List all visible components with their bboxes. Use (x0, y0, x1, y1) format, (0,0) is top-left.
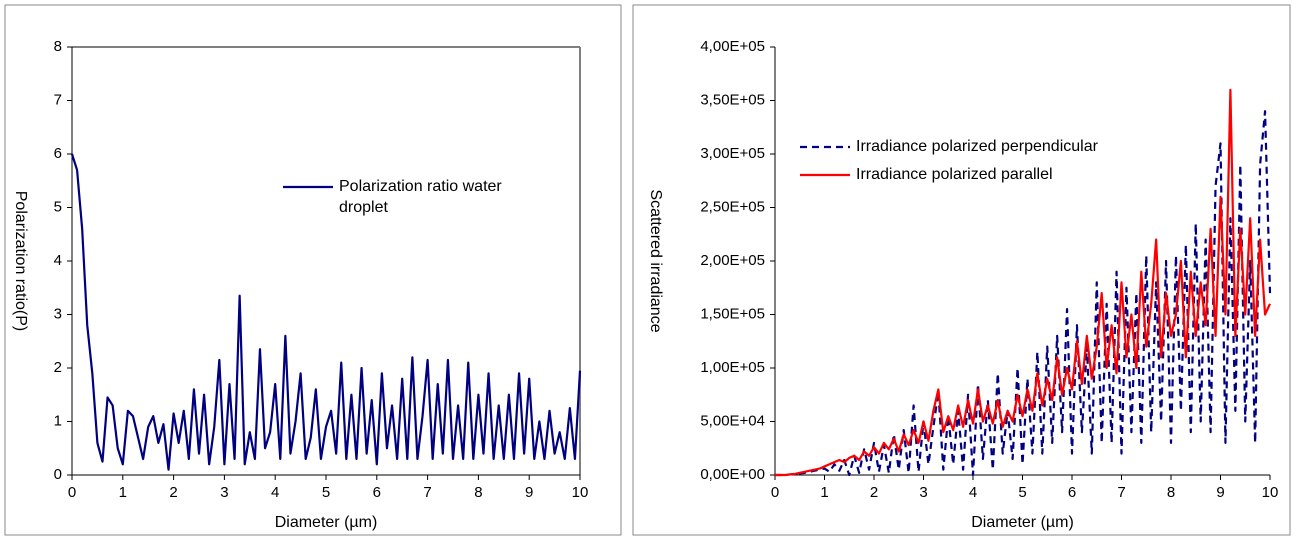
x-tick-label: 9 (1216, 484, 1224, 501)
y-tick-label: 0,00E+00 (700, 466, 765, 483)
y-tick-label: 5,00E+04 (700, 412, 765, 429)
y-tick-label: 8 (54, 38, 62, 55)
x-tick-label: 5 (322, 484, 330, 501)
x-tick-label: 8 (1167, 484, 1175, 501)
y-tick-label: 2 (54, 359, 62, 376)
x-tick-label: 1 (119, 484, 127, 501)
y-tick-label: 3 (54, 305, 62, 322)
x-tick-label: 7 (423, 484, 431, 501)
y-axis-label: Scattered irradiance (647, 189, 664, 332)
x-tick-label: 8 (474, 484, 482, 501)
y-tick-label: 2,00E+05 (700, 252, 765, 269)
data-line (775, 88, 1271, 477)
y-tick-label: 1 (54, 412, 62, 429)
x-tick-label: 4 (969, 484, 977, 501)
y-axis-label: Polarization ratio(P) (12, 191, 29, 332)
y-tick-label: 1,00E+05 (700, 359, 765, 376)
x-tick-label: 0 (68, 484, 76, 501)
y-tick-label: 2,50E+05 (700, 198, 765, 215)
y-tick-label: 4 (54, 252, 62, 269)
y-tick-label: 4,00E+05 (700, 38, 765, 55)
x-tick-label: 3 (220, 484, 228, 501)
x-axis-label: Diameter (µm) (971, 514, 1074, 531)
y-tick-label: 3,50E+05 (700, 91, 765, 108)
legend-label: Irradiance polarized perpendicular (856, 138, 1098, 155)
x-tick-label: 0 (771, 484, 779, 501)
y-tick-label: 3,00E+05 (700, 145, 765, 162)
legend-label: Irradiance polarized parallel (856, 166, 1053, 183)
x-tick-label: 1 (820, 484, 828, 501)
x-tick-label: 2 (870, 484, 878, 501)
data-line (70, 153, 582, 471)
x-tick-label: 4 (271, 484, 279, 501)
x-tick-label: 9 (525, 484, 533, 501)
y-tick-label: 7 (54, 91, 62, 108)
x-tick-label: 2 (169, 484, 177, 501)
y-tick-label: 0 (54, 466, 62, 483)
x-tick-label: 5 (1018, 484, 1026, 501)
x-tick-label: 7 (1117, 484, 1125, 501)
y-tick-label: 6 (54, 145, 62, 162)
x-tick-label: 6 (373, 484, 381, 501)
data-line (775, 110, 1272, 477)
x-tick-label: 3 (919, 484, 927, 501)
legend-label: Polarization ratio water droplet (339, 178, 502, 216)
x-axis-label: Diameter (µm) (275, 514, 378, 531)
x-tick-label: 10 (1262, 484, 1279, 501)
x-tick-label: 10 (572, 484, 589, 501)
y-tick-label: 1,50E+05 (700, 305, 765, 322)
x-tick-label: 6 (1068, 484, 1076, 501)
y-tick-label: 5 (54, 198, 62, 215)
panel (4, 4, 622, 536)
